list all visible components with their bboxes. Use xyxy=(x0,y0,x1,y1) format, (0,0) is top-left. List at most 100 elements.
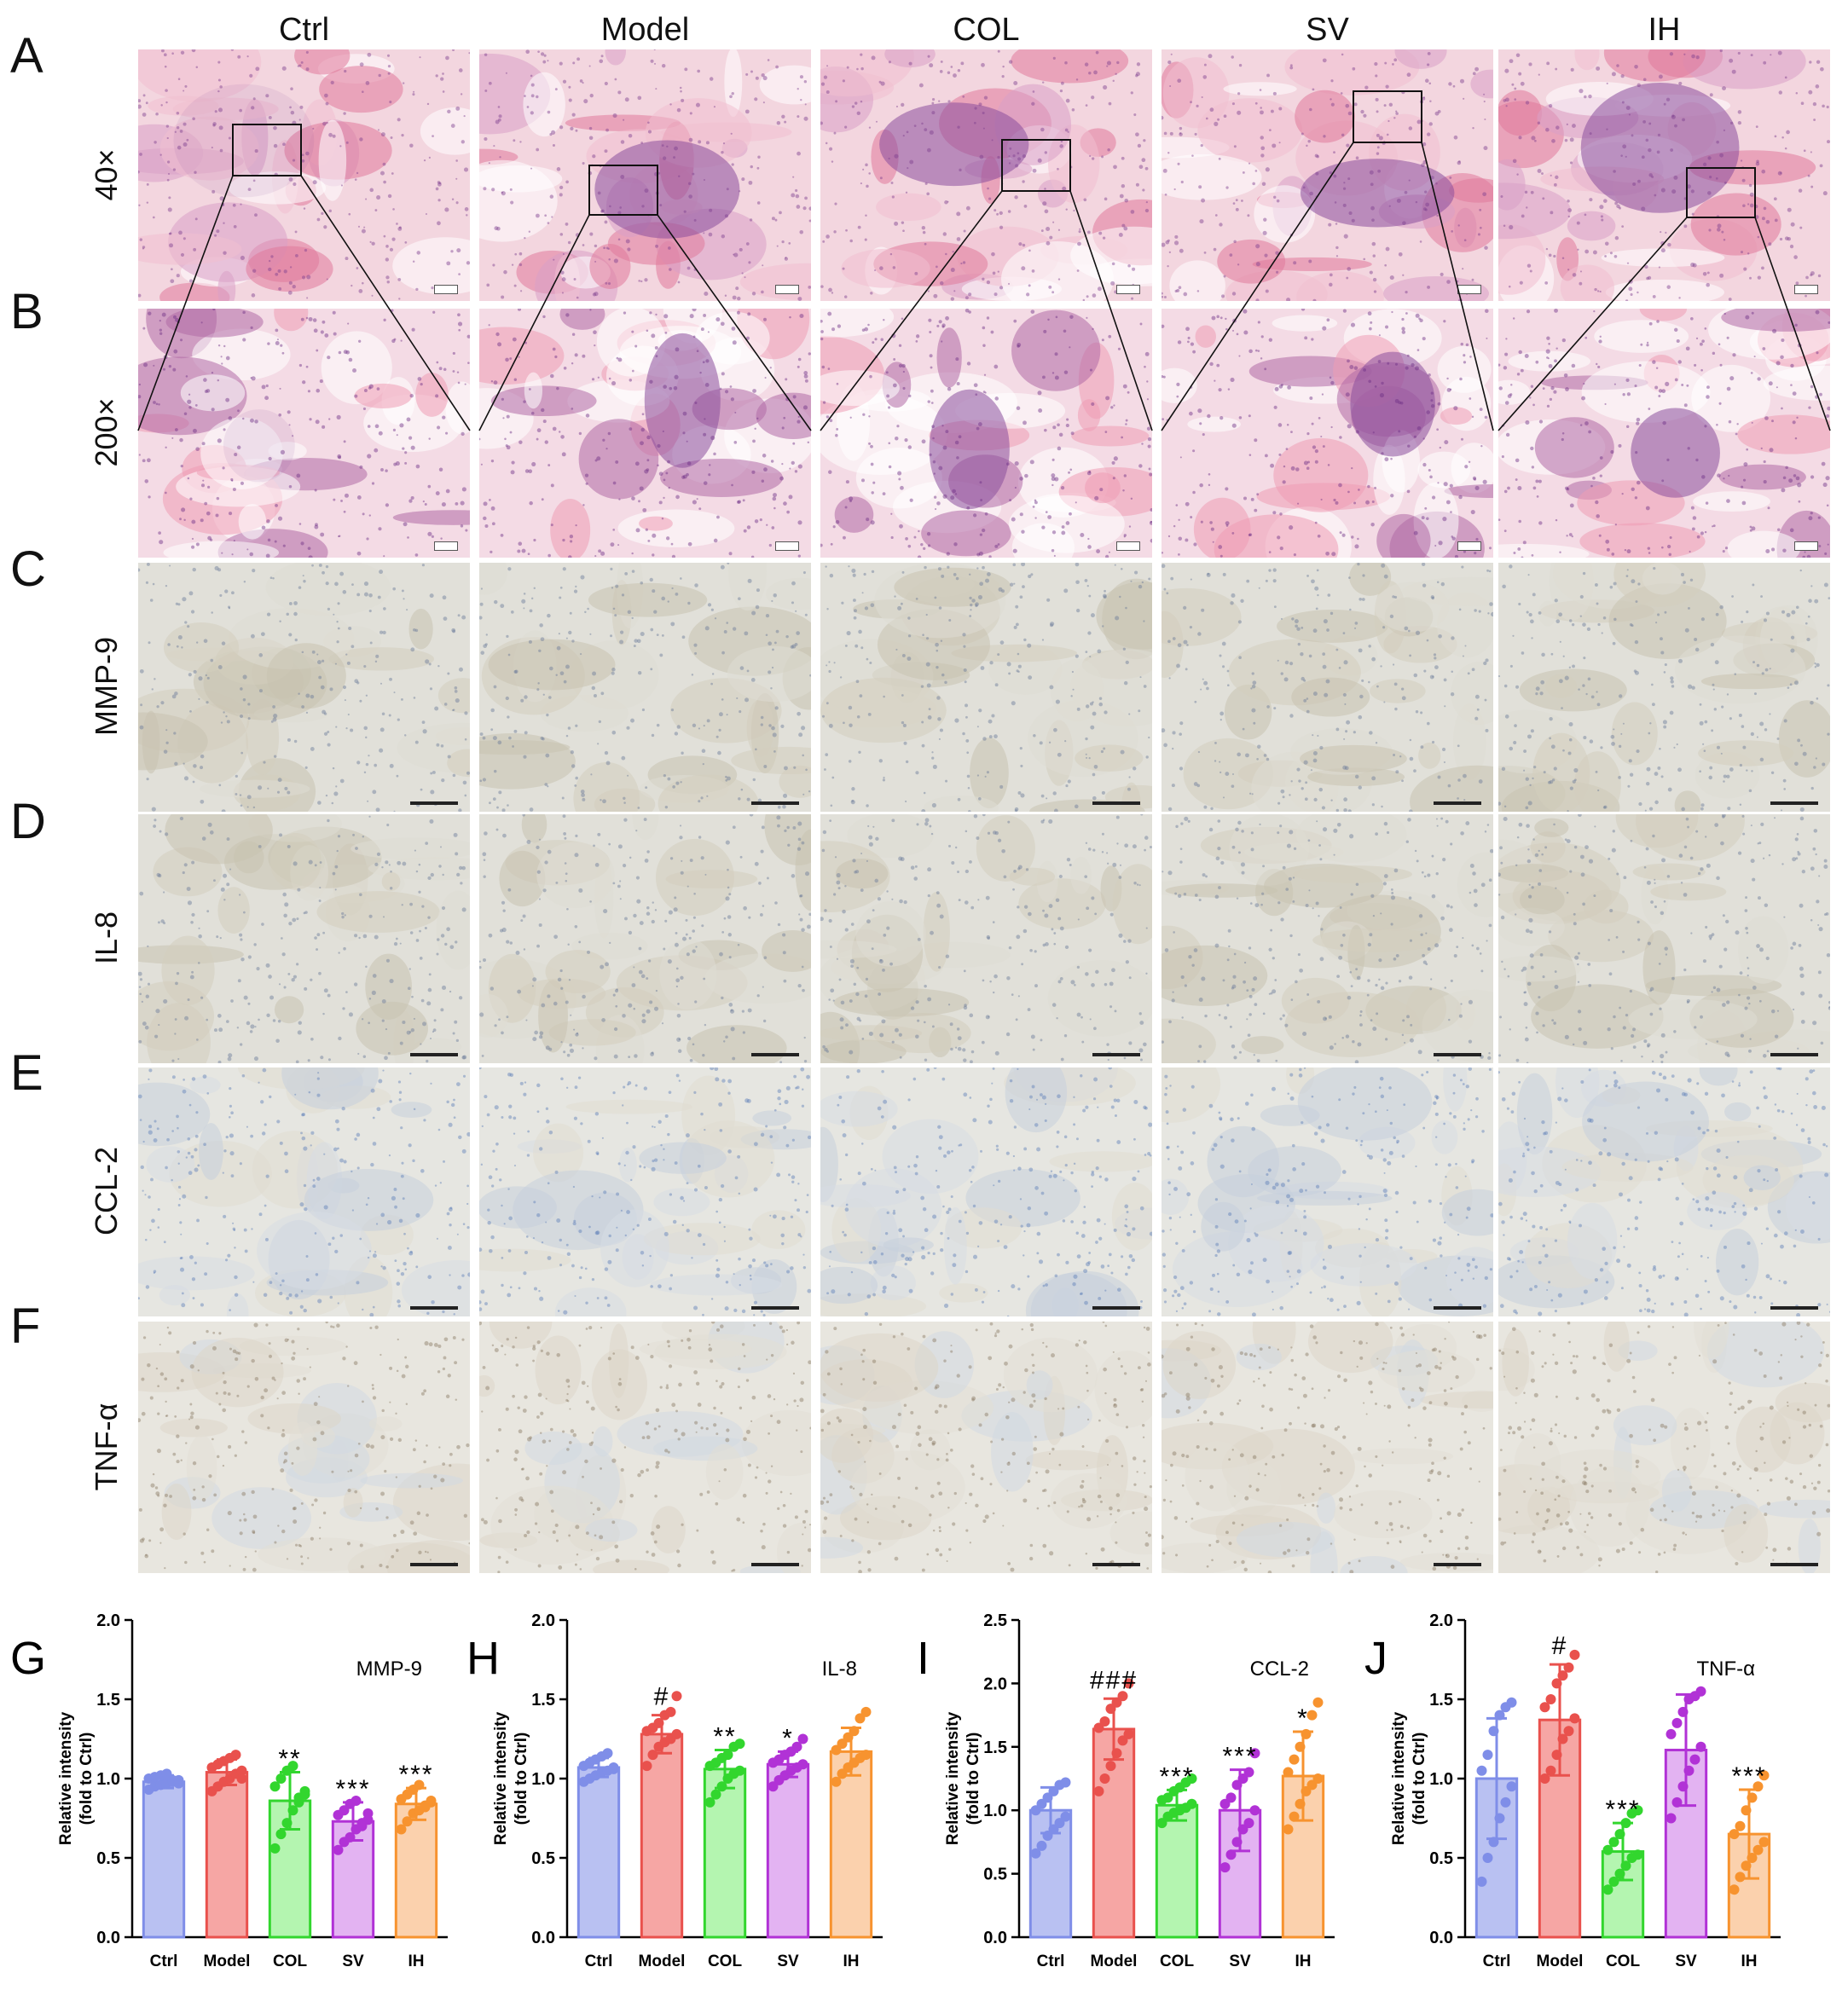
data-point xyxy=(1545,1694,1556,1704)
chart-title: CCL-2 xyxy=(1250,1658,1309,1681)
scale-bar xyxy=(410,801,458,805)
micrograph xyxy=(1498,309,1830,558)
column-title: SV xyxy=(1306,12,1349,48)
data-point xyxy=(287,1761,298,1772)
data-point xyxy=(1666,1813,1677,1824)
x-tick-label: IH xyxy=(1295,1953,1312,1970)
column-title: IH xyxy=(1648,12,1681,48)
data-point xyxy=(1677,1781,1689,1792)
y-tick-label: 1.5 xyxy=(983,1739,1007,1757)
micrograph xyxy=(820,49,1152,301)
y-axis-label: Relative intensity (fold to Ctrl) xyxy=(57,1711,96,1845)
x-tick-label: COL xyxy=(708,1953,743,1970)
scale-bar xyxy=(775,285,799,294)
data-point xyxy=(1608,1876,1619,1887)
scale-bar xyxy=(1092,1563,1140,1566)
x-tick-label: IH xyxy=(1741,1953,1758,1970)
data-point xyxy=(396,1824,407,1835)
y-tick-label: 0.5 xyxy=(531,1849,555,1868)
x-tick-label: Ctrl xyxy=(150,1953,178,1970)
x-tick-label: Model xyxy=(1537,1953,1584,1970)
data-point xyxy=(1689,1754,1700,1765)
bar xyxy=(576,1766,621,1939)
scale-bar xyxy=(410,1306,458,1310)
chart-title: TNF-α xyxy=(1696,1658,1755,1681)
scale-bar xyxy=(1116,541,1140,551)
data-point xyxy=(1494,1710,1505,1721)
micrograph xyxy=(1162,309,1493,558)
data-point xyxy=(1105,1761,1116,1772)
y-tick-label: 0.0 xyxy=(983,1929,1007,1947)
x-tick-label: COL xyxy=(1160,1953,1195,1970)
data-point xyxy=(1243,1767,1254,1778)
y-axis-label: Relative intensity (fold to Ctrl) xyxy=(944,1711,982,1845)
data-point xyxy=(1123,1728,1134,1739)
data-point xyxy=(230,1750,241,1761)
data-point xyxy=(710,1789,721,1800)
data-point xyxy=(831,1776,842,1787)
data-point xyxy=(236,1765,247,1776)
micrograph xyxy=(479,49,811,301)
data-point xyxy=(414,1779,425,1791)
y-tick-label: 0.5 xyxy=(983,1866,1007,1884)
data-point xyxy=(1752,1844,1764,1855)
data-point xyxy=(1312,1697,1324,1708)
data-point xyxy=(1671,1796,1683,1808)
panel-letter: F xyxy=(10,1299,41,1354)
y-tick-label: 1.5 xyxy=(531,1691,555,1710)
scale-bar xyxy=(1794,541,1818,551)
data-point xyxy=(1747,1853,1758,1863)
panel-letter: A xyxy=(10,28,43,84)
data-point xyxy=(356,1820,368,1831)
panel-letter: H xyxy=(466,1633,500,1684)
data-point xyxy=(1695,1741,1706,1752)
data-point xyxy=(1289,1754,1300,1765)
y-tick-label: 2.5 xyxy=(983,1611,1007,1630)
scale-bar xyxy=(434,541,458,551)
data-point xyxy=(716,1781,727,1792)
scale-bar xyxy=(1434,801,1481,805)
data-point xyxy=(333,1844,344,1855)
data-point xyxy=(1476,1765,1487,1776)
data-point xyxy=(1301,1728,1312,1739)
significance-marker: *** xyxy=(1731,1762,1766,1791)
data-point xyxy=(1506,1781,1517,1792)
data-point xyxy=(791,1741,802,1752)
micrograph xyxy=(479,563,811,812)
data-point xyxy=(1295,1798,1306,1809)
scale-bar xyxy=(1116,285,1140,294)
data-point xyxy=(1602,1884,1613,1895)
data-point xyxy=(797,1759,808,1770)
data-point xyxy=(1741,1805,1752,1816)
data-point xyxy=(1695,1686,1706,1697)
data-point xyxy=(1569,1649,1580,1660)
scale-bar xyxy=(751,1306,799,1310)
data-point xyxy=(1683,1765,1694,1776)
x-tick-label: Ctrl xyxy=(1037,1953,1065,1970)
panel-letter: D xyxy=(10,794,46,849)
micrograph xyxy=(138,1067,470,1316)
micrograph xyxy=(138,309,470,558)
data-point xyxy=(350,1796,362,1807)
y-axis-label-line: Relative intensity xyxy=(1390,1711,1408,1845)
panel-letter: C xyxy=(10,541,46,597)
scale-bar xyxy=(1770,801,1818,805)
x-tick-label: SV xyxy=(1675,1953,1697,1970)
scale-bar xyxy=(1794,285,1818,294)
column-title: Ctrl xyxy=(278,12,330,48)
data-point xyxy=(1620,1818,1631,1829)
data-point xyxy=(849,1726,860,1737)
micrograph xyxy=(479,1322,811,1573)
data-point xyxy=(299,1785,310,1796)
significance-marker: ### xyxy=(1090,1666,1138,1694)
data-point xyxy=(1283,1824,1294,1835)
data-point xyxy=(1500,1796,1511,1808)
micrograph xyxy=(820,1067,1152,1316)
data-point xyxy=(1563,1662,1574,1673)
column-title: Model xyxy=(600,12,690,48)
x-tick-label: Ctrl xyxy=(1483,1953,1511,1970)
data-point xyxy=(1545,1765,1556,1776)
scale-bar xyxy=(1770,1053,1818,1056)
data-point xyxy=(1632,1805,1643,1816)
